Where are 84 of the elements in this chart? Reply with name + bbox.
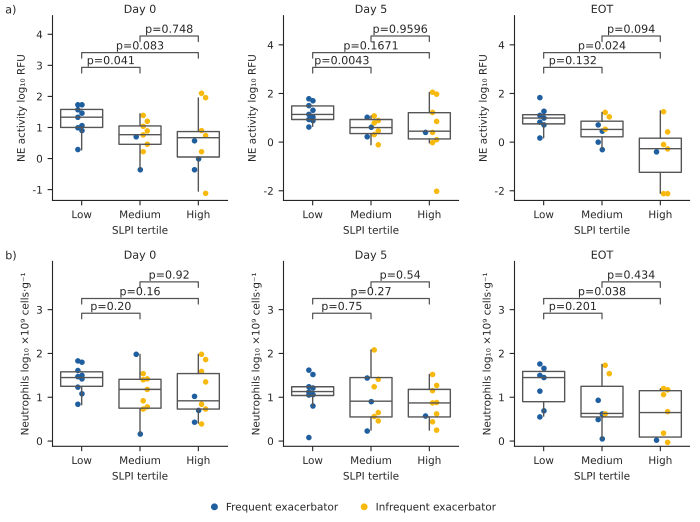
y-tick-label: 1 — [37, 124, 42, 132]
y-tick-label: 3 — [498, 306, 504, 314]
chart-title: Day 5 — [356, 250, 386, 262]
x-tick-label: High — [187, 456, 210, 466]
y-tick-label: 2 — [498, 350, 504, 358]
y-tick-label: 2 — [498, 90, 504, 98]
x-tick-label: Low — [72, 210, 92, 218]
y-axis-title: Neutrophils log₁₀ ×10⁹ cells·g⁻¹ — [482, 272, 493, 434]
y-axis-title: NE activity log₁₀ RFU — [248, 55, 258, 161]
y-axis-title: NE activity log₁₀ RFU — [16, 55, 27, 161]
chart-title: EOT — [592, 4, 614, 14]
y-tick-label: -2 — [264, 186, 273, 195]
x-axis-title: SLPI tertile — [574, 472, 630, 480]
y-tick-label: 2 — [36, 92, 42, 100]
annotation: p=0.083 — [116, 41, 164, 52]
y-tick-label: 0 — [36, 437, 42, 446]
y-tick-label: 0 — [498, 437, 504, 446]
annotation: p=0.201 — [550, 302, 596, 312]
y-tick-label: 0 — [36, 154, 42, 163]
y-tick-label: 4 — [36, 30, 42, 38]
annotation: p=0.27 — [351, 286, 391, 298]
x-tick-label: High — [649, 456, 672, 466]
x-tick-label: Medium — [582, 210, 622, 218]
x-axis-title: SLPI tertile — [344, 226, 399, 234]
y-tick-label: -2 — [494, 186, 504, 195]
y-tick-label: 3 — [36, 306, 42, 314]
x-tick-label: Low — [303, 456, 322, 464]
annotation: p=0.16 — [120, 286, 160, 298]
annotation: p=0.748 — [146, 24, 192, 36]
y-tick-label: 2 — [36, 350, 42, 358]
y-tick-label: 4 — [498, 41, 504, 49]
y-tick-label: 3 — [268, 306, 273, 314]
x-axis-title: SLPI tertile — [574, 226, 630, 234]
x-tick-label: Low — [72, 456, 92, 464]
x-tick-label: High — [418, 456, 440, 466]
annotation: p=0.54 — [380, 270, 420, 281]
y-tick-label: -1 — [32, 186, 42, 194]
annotation: p=0.094 — [608, 24, 655, 36]
annotation: p=0.041 — [88, 56, 134, 66]
annotation: p=0.038 — [578, 286, 626, 298]
y-tick-label: 3 — [36, 62, 42, 70]
x-tick-label: Medium — [351, 210, 391, 218]
x-tick-label: Low — [303, 210, 322, 218]
y-tick-label: 2 — [268, 350, 273, 358]
text: a) — [6, 4, 16, 15]
x-axis-title: SLPI tertile — [112, 472, 168, 480]
legend-label: Frequent exacerbator — [226, 502, 338, 513]
annotation: p=0.024 — [578, 41, 626, 52]
y-tick-label: 0 — [498, 138, 504, 146]
y-tick-label: 2 — [268, 90, 273, 98]
y-axis-title: Neutrophils log₁₀ ×10⁹ cells·g⁻¹ — [20, 272, 31, 434]
x-axis-title: SLPI tertile — [112, 226, 168, 234]
y-tick-label: 1 — [37, 394, 42, 402]
chart-title: Day 5 — [356, 4, 386, 16]
x-tick-label: Medium — [351, 456, 391, 464]
legend-label: Infrequent exacerbator — [376, 502, 496, 513]
y-tick-label: 0 — [268, 437, 274, 446]
annotation: p=0.1671 — [344, 41, 398, 52]
annotation: p=0.20 — [91, 302, 131, 312]
annotation: p=0.75 — [322, 302, 362, 312]
chart-title: EOT — [592, 250, 614, 259]
x-tick-label: High — [418, 210, 440, 220]
x-tick-label: Medium — [120, 456, 160, 464]
y-tick-label: 0 — [268, 138, 274, 146]
y-tick-label: 4 — [268, 41, 274, 49]
x-tick-label: High — [187, 210, 210, 220]
annotation: p=0.434 — [608, 270, 655, 281]
annotation: p=0.9596 — [374, 24, 428, 36]
text: b) — [6, 250, 16, 261]
chart-title: Day 0 — [124, 250, 156, 262]
y-tick-label: 1 — [268, 394, 273, 402]
x-tick-label: Low — [534, 210, 554, 218]
y-tick-label: 1 — [499, 394, 504, 402]
annotation: p=0.0043 — [315, 56, 369, 66]
annotation: p=0.132 — [550, 56, 596, 66]
x-axis-title: SLPI tertile — [344, 472, 399, 480]
annotation: p=0.92 — [150, 270, 189, 281]
x-tick-label: High — [649, 210, 672, 220]
chart-title: Day 0 — [124, 4, 156, 16]
y-axis-title: Neutrophils log₁₀ ×10⁹ cells·g⁻¹ — [252, 272, 262, 434]
x-tick-label: Medium — [120, 210, 160, 218]
x-tick-label: Low — [534, 456, 554, 464]
x-tick-label: Medium — [582, 456, 622, 464]
y-axis-title: NE activity log₁₀ RFU — [478, 55, 489, 161]
